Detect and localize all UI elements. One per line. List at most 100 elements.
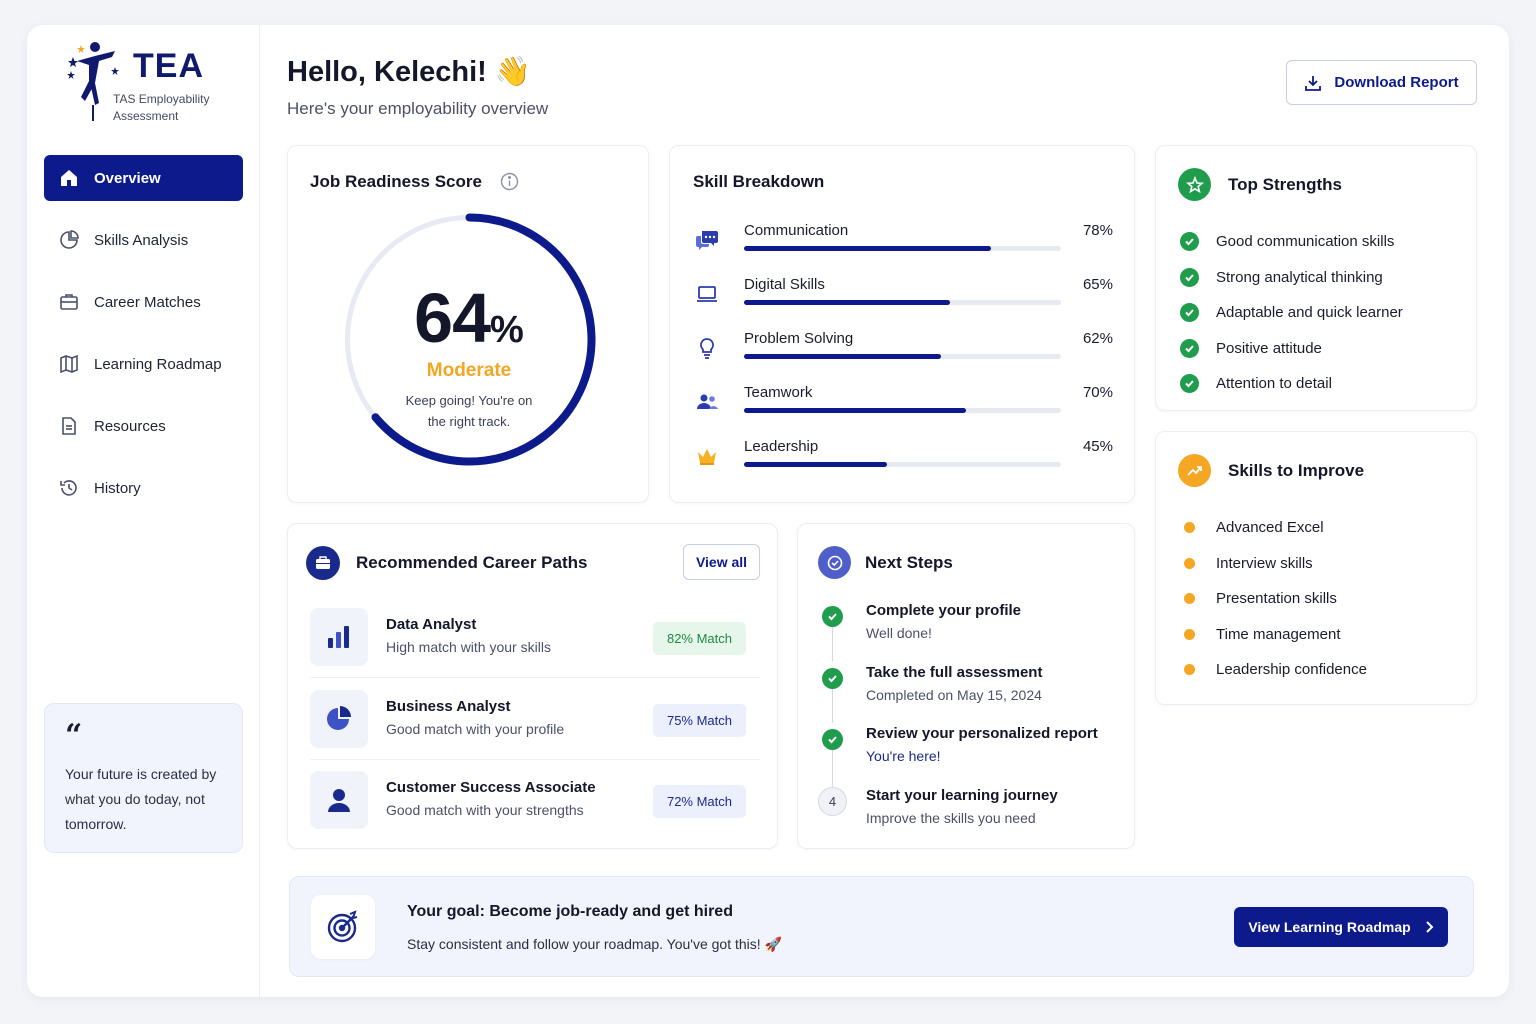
skill-value: 45%: [1082, 438, 1113, 455]
improve-label: Presentation skills: [1216, 590, 1337, 608]
step-item[interactable]: Review your personalized report You're h…: [822, 725, 1122, 775]
skill-bar-track: [744, 408, 1061, 413]
team-icon: [697, 394, 718, 409]
strengths-list: Good communication skills Strong analyti…: [1180, 224, 1403, 402]
skill-bar-track: [744, 246, 1061, 251]
document-icon: [58, 415, 80, 437]
sidebar-nav: Overview Skills Analysis Career Matches …: [44, 155, 243, 527]
skill-bar-track: [744, 354, 1061, 359]
sidebar-item-resources[interactable]: Resources: [44, 403, 243, 449]
view-all-button[interactable]: View all: [683, 544, 760, 580]
sidebar-item-history[interactable]: History: [44, 465, 243, 511]
view-learning-roadmap-button[interactable]: View Learning Roadmap: [1234, 907, 1448, 947]
skill-name: Leadership: [744, 438, 819, 455]
step-title: Start your learning journey: [866, 787, 1058, 804]
skill-bar-track: [744, 300, 1061, 305]
career-row-business-analyst[interactable]: Business Analyst Good match with your pr…: [310, 690, 760, 748]
sidebar-item-overview[interactable]: Overview: [44, 155, 243, 201]
skills-to-improve-card: Skills to Improve Advanced Excel Intervi…: [1155, 431, 1477, 705]
bullet-dot-icon: [1184, 628, 1195, 640]
skill-value: 78%: [1082, 222, 1113, 239]
improve-label: Leadership confidence: [1216, 661, 1367, 679]
step-sub: Improve the skills you need: [866, 810, 1036, 826]
skill-row-communication: Communication 78%: [693, 222, 1113, 262]
career-name: Customer Success Associate: [386, 779, 596, 796]
skill-bar-fill: [744, 300, 951, 305]
download-icon: [1305, 75, 1322, 91]
sidebar-item-career-matches[interactable]: Career Matches: [44, 279, 243, 325]
skill-name: Communication: [744, 222, 849, 239]
improve-label: Time management: [1216, 625, 1341, 643]
crown-icon: [698, 449, 716, 465]
quote-text: Your future is created by what you do to…: [65, 766, 217, 832]
check-icon: [822, 668, 843, 689]
list-item: Leadership confidence: [1180, 652, 1367, 688]
page-title: Hello, Kelechi! 👋: [287, 56, 531, 88]
match-badge: 75% Match: [653, 704, 746, 737]
step-item[interactable]: Complete your profile Well done!: [822, 602, 1122, 652]
check-icon: [1180, 374, 1199, 394]
step-sub: Completed on May 15, 2024: [866, 687, 1042, 703]
bullet-dot-icon: [1184, 664, 1195, 676]
list-item: Adaptable and quick learner: [1180, 295, 1403, 331]
brand-figure-icon: [67, 42, 119, 121]
brand-name: TEA: [133, 47, 204, 85]
next-steps-header: Next Steps: [818, 546, 953, 579]
sidebar-item-learning-roadmap[interactable]: Learning Roadmap: [44, 341, 243, 387]
sidebar-item-label: Overview: [94, 169, 161, 187]
strength-label: Positive attitude: [1216, 339, 1322, 357]
info-icon[interactable]: [500, 172, 519, 191]
main-content: Hello, Kelechi! 👋 Here's your employabil…: [260, 25, 1509, 997]
step-item[interactable]: Take the full assessment Completed on Ma…: [822, 664, 1122, 714]
career-row-customer-success[interactable]: Customer Success Associate Good match wi…: [310, 771, 760, 829]
bullet-dot-icon: [1184, 557, 1195, 569]
readiness-level: Moderate: [426, 360, 512, 381]
check-icon: [1180, 267, 1199, 287]
list-item: Presentation skills: [1180, 581, 1367, 617]
skill-breakdown-title: Skill Breakdown: [693, 172, 825, 191]
list-item: Strong analytical thinking: [1180, 260, 1403, 296]
match-badge: 72% Match: [653, 785, 746, 818]
bullet-dot-icon: [1184, 593, 1195, 605]
skill-bar-fill: [744, 462, 887, 467]
briefcase-icon: [58, 291, 80, 313]
skill-name: Problem Solving: [744, 330, 854, 347]
download-report-label: Download Report: [1334, 74, 1459, 91]
sidebar-item-skills-analysis[interactable]: Skills Analysis: [44, 217, 243, 263]
step-sub: Well done!: [866, 625, 932, 641]
career-desc: Good match with your strengths: [386, 802, 584, 818]
readiness-score-value: 64: [414, 279, 491, 357]
skills-to-improve-title: Skills to Improve: [1228, 460, 1365, 480]
readiness-score-unit: %: [490, 309, 524, 351]
history-icon: [58, 477, 80, 499]
check-icon: [1180, 232, 1199, 252]
trending-up-icon: [1178, 454, 1211, 487]
career-row-data-analyst[interactable]: Data Analyst High match with your skills…: [310, 608, 760, 666]
job-readiness-title: Job Readiness Score: [310, 172, 482, 191]
skill-row-problem-solving: Problem Solving 62%: [693, 330, 1113, 370]
lightbulb-icon: [700, 338, 714, 359]
skill-bar-fill: [744, 408, 966, 413]
bullet-dot-icon: [1184, 522, 1195, 534]
brand-logo[interactable]: TEA TAS Employability Assessment: [65, 39, 245, 129]
check-icon: [822, 606, 843, 627]
target-check-icon: [818, 546, 851, 579]
next-steps-card: Next Steps Complete your profile Well do…: [797, 523, 1135, 849]
skill-breakdown-card: Skill Breakdown Communication 78% Digita…: [669, 145, 1135, 503]
step-item[interactable]: 4 Start your learning journey Improve th…: [818, 787, 1122, 837]
top-strengths-card: Top Strengths Good communication skills …: [1155, 145, 1477, 411]
list-item: Time management: [1180, 617, 1367, 653]
step-title: Complete your profile: [866, 602, 1022, 619]
goal-banner: Your goal: Become job-ready and get hire…: [289, 876, 1474, 977]
download-report-button[interactable]: Download Report: [1286, 60, 1477, 105]
list-item: Good communication skills: [1180, 224, 1403, 260]
check-icon: [1180, 338, 1199, 358]
job-readiness-card: Job Readiness Score 64% Moderate Keep go…: [287, 145, 649, 503]
motivational-quote: “ Your future is created by what you do …: [44, 703, 243, 853]
readiness-note: Keep going! You're on the right track.: [405, 393, 533, 429]
laptop-icon: [697, 286, 717, 302]
app-window: TEA TAS Employability Assessment Overvie…: [27, 25, 1509, 997]
page-subtitle: Here's your employability overview: [287, 99, 549, 118]
skill-value: 70%: [1082, 384, 1113, 401]
target-icon: [311, 895, 375, 959]
